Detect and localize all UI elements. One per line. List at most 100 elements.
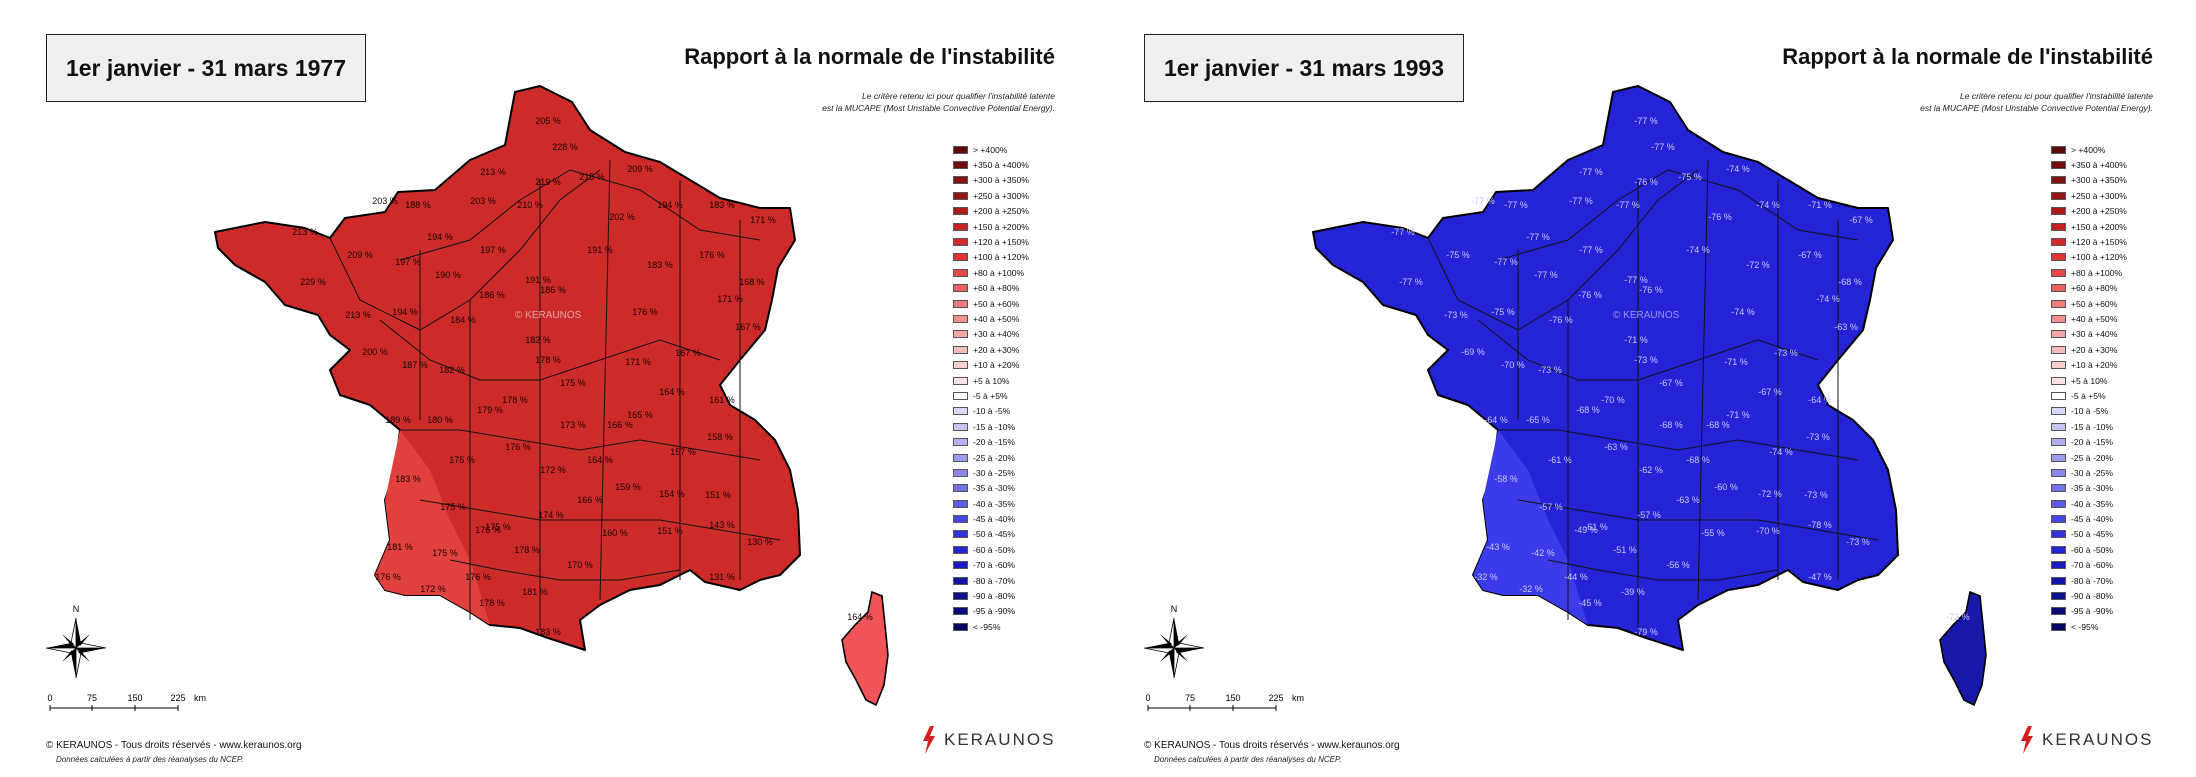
legend-item: -50 à -45%: [2051, 527, 2127, 542]
department-value: -63 %: [1604, 442, 1628, 452]
legend-label: -45 à -40%: [2071, 514, 2114, 525]
scale-icon: 0 75 150 225 km: [1145, 693, 1304, 711]
legend-swatch: [2051, 438, 2066, 447]
legend-item: +60 à +80%: [2051, 281, 2127, 296]
legend-item: +300 à +350%: [2051, 173, 2127, 188]
legend-item: -70 à -60%: [2051, 558, 2127, 573]
legend-label: +60 à +80%: [2071, 283, 2118, 294]
department-value: -67 %: [1849, 215, 1873, 225]
department-value: 191 %: [525, 275, 551, 285]
legend-item: -35 à -30%: [2051, 481, 2127, 496]
legend-item: +40 à +50%: [2051, 311, 2127, 326]
legend-swatch: [953, 468, 968, 477]
legend: > +400% +350 à +400% +300 à +350% +250 à +3…: [953, 142, 1029, 635]
department-value: -77 %: [1504, 200, 1528, 210]
legend-item: +80 à +100%: [953, 265, 1029, 280]
legend-label: < -95%: [973, 621, 1001, 632]
department-value-labels: -77 %-77 %-77 %-76 % -75 %-74 %-77 % -77 %…: [1391, 116, 1970, 637]
france-map: 205 % 228 % 213 % 219 % 215 % 209 % 203 % 188 %…: [214, 85, 889, 707]
legend-swatch: [953, 268, 968, 277]
department-value: -49 %: [1574, 525, 1598, 535]
department-value: -67 %: [1659, 378, 1683, 388]
department-value: 176 %: [505, 442, 531, 452]
department-value: -65 %: [1526, 415, 1550, 425]
department-value: 160 %: [602, 528, 628, 538]
map-watermark: © KERAUNOS: [1613, 310, 1680, 321]
department-value: -77 %: [1569, 196, 1593, 206]
legend-label: -5 à +5%: [2071, 390, 2106, 401]
legend-item: +40 à +50%: [953, 311, 1029, 326]
department-value: -69 %: [1461, 347, 1485, 357]
department-value: 143 %: [709, 520, 735, 530]
department-value: 178 %: [535, 355, 561, 365]
department-value: -67 %: [1798, 250, 1822, 260]
legend-item: -5 à +5%: [953, 388, 1029, 403]
department-value: -72 %: [1758, 489, 1782, 499]
department-value: 180 %: [427, 415, 453, 425]
legend-label: +50 à +60%: [2071, 298, 2118, 309]
department-value: 176 %: [699, 250, 725, 260]
legend-label: +30 à +40%: [973, 329, 1020, 340]
criteria-note-line2: est la MUCAPE (Most Unstable Convective …: [1920, 103, 2153, 113]
legend-label: -30 à -25%: [2071, 467, 2114, 478]
legend-label: +100 à +120%: [973, 252, 1029, 263]
legend-swatch: [2051, 484, 2066, 493]
department-value: 194 %: [657, 200, 683, 210]
legend-label: +60 à +80%: [973, 283, 1020, 294]
department-value: -68 %: [1838, 277, 1862, 287]
department-value: 215 %: [579, 172, 605, 182]
legend-label: -60 à -50%: [2071, 544, 2114, 555]
department-value: 175 %: [560, 378, 586, 388]
department-value: 194 %: [427, 232, 453, 242]
legend-item: -35 à -30%: [953, 481, 1029, 496]
legend-label: -95 à -90%: [2071, 606, 2114, 617]
legend-label: -20 à -15%: [2071, 437, 2114, 448]
criteria-note-line1: Le critère retenu ici pour qualifier l'i…: [862, 91, 1055, 101]
legend-label: +80 à +100%: [2071, 267, 2123, 278]
department-value: -55 %: [1701, 528, 1725, 538]
legend-swatch: [2051, 376, 2066, 385]
department-value: -60 %: [1714, 482, 1738, 492]
legend-label: +10 à +20%: [973, 360, 1020, 371]
legend-item: -40 à -35%: [2051, 496, 2127, 511]
legend-swatch: [953, 391, 968, 400]
department-value: -78 %: [1808, 520, 1832, 530]
department-value: -71 %: [1808, 200, 1832, 210]
legend-label: -90 à -80%: [973, 591, 1016, 602]
legend-swatch: [2051, 314, 2066, 323]
legend-item: -5 à +5%: [2051, 388, 2127, 403]
legend-swatch: [953, 576, 968, 585]
department-value: 157 %: [670, 447, 696, 457]
legend-label: > +400%: [973, 144, 1008, 155]
department-value: 172 %: [420, 584, 446, 594]
legend-item: +100 à +120%: [953, 250, 1029, 265]
scale-tick-label: 75: [87, 693, 97, 703]
legend-item: +150 à +200%: [2051, 219, 2127, 234]
legend-label: +30 à +40%: [2071, 329, 2118, 340]
department-value: -70 %: [1601, 395, 1625, 405]
legend-item: -20 à -15%: [2051, 434, 2127, 449]
legend-item: -10 à -5%: [2051, 404, 2127, 419]
legend-label: +120 à +150%: [2071, 237, 2127, 248]
department-value: 197 %: [395, 257, 421, 267]
department-value: -77 %: [1399, 277, 1423, 287]
legend-item: +5 à 10%: [2051, 373, 2127, 388]
legend-label: -15 à -10%: [2071, 421, 2114, 432]
legend-item: +120 à +150%: [2051, 234, 2127, 249]
department-value: 159 %: [615, 482, 641, 492]
department-value: 183 %: [709, 200, 735, 210]
department-value: 229 %: [300, 277, 326, 287]
department-value: -74 %: [1731, 307, 1755, 317]
legend-label: -70 à -60%: [973, 560, 1016, 571]
legend-swatch: [953, 607, 968, 616]
department-value: 181 %: [522, 587, 548, 597]
department-value: -73 %: [1634, 355, 1658, 365]
legend-label: +100 à +120%: [2071, 252, 2127, 263]
legend-item: -40 à -35%: [953, 496, 1029, 511]
legend-label: +300 à +350%: [973, 175, 1029, 186]
department-value: 194 %: [392, 307, 418, 317]
department-value: -63 %: [1676, 495, 1700, 505]
department-value: -75 %: [1491, 307, 1515, 317]
legend-label: +350 à +400%: [973, 160, 1029, 171]
map-panel-1977: 205 % 228 % 213 % 219 % 215 % 209 % 203 % 188 %…: [45, 34, 1055, 764]
